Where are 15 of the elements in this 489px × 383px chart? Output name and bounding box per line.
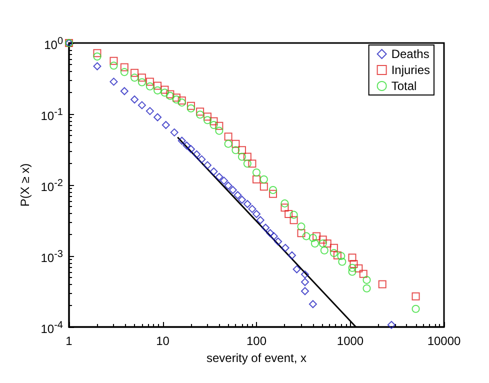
legend-label: Total xyxy=(391,79,417,93)
x-tick-label: 10000 xyxy=(427,334,462,348)
y-axis-title: P(X ≥ x) xyxy=(18,163,32,207)
y-tick-label: 10$^{-1}$ xyxy=(40,106,63,123)
y-tick-label: 10$^{-4}$ xyxy=(40,319,63,336)
x-tick-label: 1000 xyxy=(336,334,364,348)
legend-label: Deaths xyxy=(391,47,430,61)
x-tick-label: 100 xyxy=(246,334,267,348)
x-axis-title: severity of event, x xyxy=(206,350,307,365)
x-tick-label: 10 xyxy=(156,334,170,348)
y-tick-label: 10$^{-2}$ xyxy=(40,178,63,194)
legend-label: Injuries xyxy=(391,63,430,77)
y-tick-label: 10$^{-3}$ xyxy=(40,248,63,265)
x-tick-label: 1 xyxy=(66,334,73,348)
y-tick-label: 10$^{0}$ xyxy=(43,35,63,52)
